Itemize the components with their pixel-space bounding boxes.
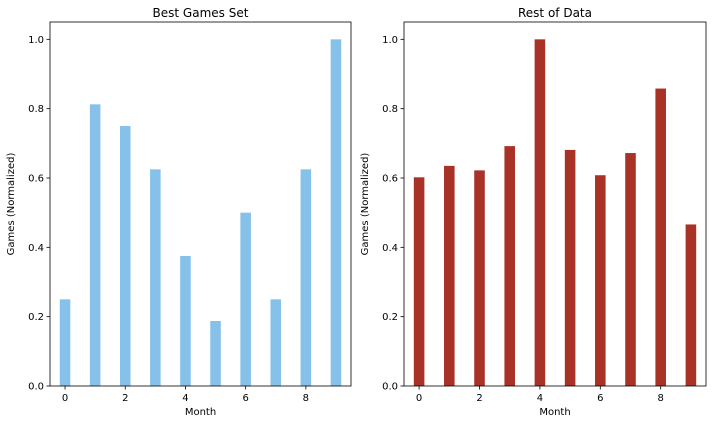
x-tick-label: 2 [122,393,128,404]
y-tick-label: 0.2 [28,312,44,323]
y-tick-label: 0.8 [28,104,44,115]
bar [180,256,191,386]
x-tick-label: 2 [476,393,482,404]
bar [564,149,576,386]
x-tick-label: 0 [62,393,68,404]
bar [534,39,546,386]
y-tick-label: 1.0 [382,35,398,46]
y-tick-label: 0.2 [382,312,398,323]
bar [270,299,282,386]
chart-panel-1: 0 2 4 6 8 0.0 0.2 0.4 0.6 0.8 1.0 Best Games Set Mon… [6,6,352,418]
y-tick-label: 0.4 [28,243,44,254]
y-tick-label: 0.0 [28,382,44,393]
bar [89,104,101,386]
bar [655,88,666,386]
x-tick-label: 4 [182,393,188,404]
y-tick-label: 0.0 [382,382,398,393]
x-axis-label: Month [185,407,216,418]
bar [240,212,251,386]
y-axis-label: Games (Normalized) [6,153,17,256]
x-tick-label: 6 [597,393,603,404]
bar [150,169,161,386]
x-axis-label: Month [539,407,570,418]
bar [625,153,636,386]
bar [474,170,485,386]
y-tick-label: 0.6 [28,174,44,185]
y-tick-label: 0.4 [382,243,398,254]
y-tick-label: 0.8 [382,104,398,115]
bar [595,175,606,386]
x-tick-label: 8 [658,393,664,404]
chart-title: Rest of Data [518,6,592,20]
y-tick-label: 0.6 [382,174,398,185]
axes-frame [403,21,707,387]
bar [444,165,455,386]
y-tick-label: 1.0 [28,35,44,46]
bar [413,177,425,386]
bar [119,126,131,386]
axes-frame [49,21,352,387]
chart-title: Best Games Set [153,6,249,20]
x-tick-label: 0 [416,393,422,404]
bar [504,146,515,386]
y-axis-label: Games (Normalized) [360,153,371,256]
x-tick-label: 4 [537,393,543,404]
bar [330,39,342,386]
bar [59,299,71,386]
bar [210,321,221,386]
chart-panel-2: 0 2 4 6 8 0.0 0.2 0.4 0.6 0.8 1.0 Rest of Data Month… [360,6,707,418]
bar [685,224,697,386]
bar [300,169,312,386]
x-tick-label: 8 [303,393,309,404]
x-tick-label: 6 [242,393,248,404]
